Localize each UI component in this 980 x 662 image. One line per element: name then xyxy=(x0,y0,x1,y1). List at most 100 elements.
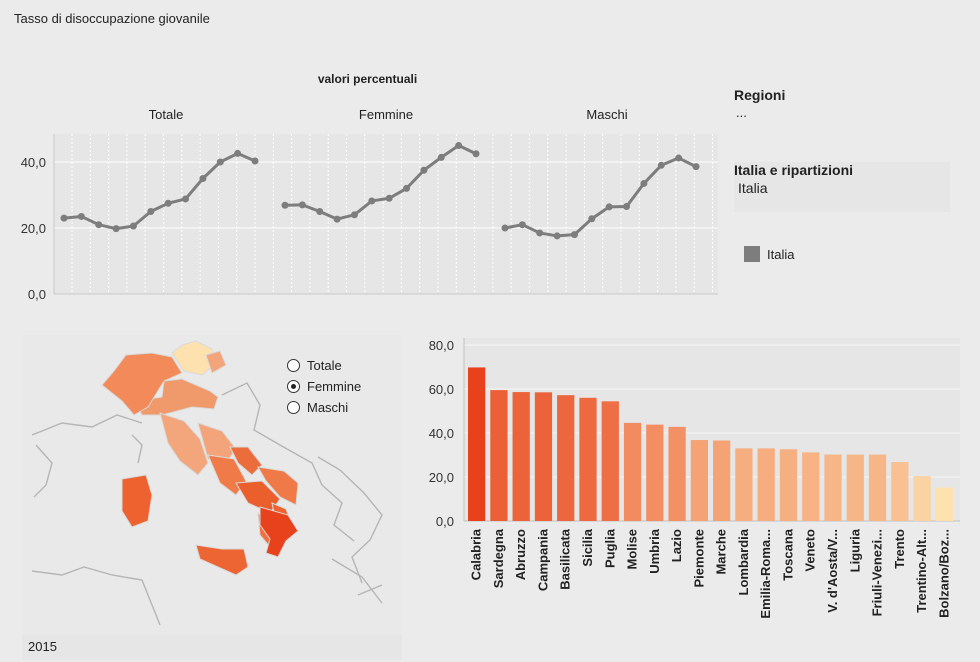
line-chart-grid xyxy=(54,134,718,295)
legend: Italia xyxy=(744,246,794,262)
bar xyxy=(713,440,731,521)
page-title: Tasso di disoccupazione giovanile xyxy=(14,11,210,26)
bar-category-label: Piemonte xyxy=(691,529,706,588)
regioni-filter-title: Regioni xyxy=(734,87,786,103)
line-point xyxy=(147,208,155,215)
line-chart-title: valori percentuali xyxy=(317,72,418,86)
line-point xyxy=(657,161,665,169)
line-point xyxy=(77,212,85,220)
bar-category-label: Sardegna xyxy=(491,528,506,588)
line-point xyxy=(437,153,445,161)
bar xyxy=(913,476,931,521)
radio-label-maschi: Maschi xyxy=(307,400,349,415)
line-point xyxy=(316,208,324,215)
bar-chart-labels: Calabria Sardegna Abruzzo Campania Basilicat… xyxy=(469,528,952,618)
radio-label-totale: Totale xyxy=(307,358,342,373)
line-point xyxy=(251,157,259,165)
radio-totale[interactable]: Totale xyxy=(287,355,361,376)
bar-category-label: Marche xyxy=(714,529,729,575)
line-point xyxy=(385,194,393,202)
line-point xyxy=(518,221,526,229)
bar xyxy=(623,422,642,521)
region-toscana xyxy=(159,412,209,476)
line-point xyxy=(216,158,224,166)
bar xyxy=(779,449,798,521)
year-selector[interactable]: 2015 xyxy=(22,634,402,660)
bar-category-label: Umbria xyxy=(647,528,662,574)
bar-category-label: Lombardia xyxy=(736,528,751,595)
bar-y-tick-label: 60,0 xyxy=(429,382,454,397)
region-north xyxy=(134,378,219,416)
radio-circle-icon[interactable] xyxy=(287,401,300,414)
line-point xyxy=(129,222,137,230)
region-lombardia-piemonte xyxy=(101,352,183,416)
line-point xyxy=(199,175,207,182)
region-sardegna xyxy=(121,474,153,528)
region-abruzzo xyxy=(229,446,263,476)
bar xyxy=(846,454,864,521)
ripartizioni-filter-value[interactable]: Italia xyxy=(738,180,768,196)
line-y-tick-label: 40,0 xyxy=(21,155,46,170)
bar-chart: 0,0 20,0 40,0 60,0 80,0 Calabria Sardegna Abru… xyxy=(429,338,960,619)
region-puglia xyxy=(257,466,299,506)
bar-y-tick-label: 20,0 xyxy=(429,470,454,485)
bar-category-label: Sicilia xyxy=(580,528,595,566)
line-point xyxy=(675,154,683,162)
line-plot-area xyxy=(54,134,718,294)
gender-radio-group[interactable]: Totale Femmine Maschi xyxy=(287,355,361,418)
line-point xyxy=(536,229,544,237)
line-point xyxy=(623,203,631,211)
bar xyxy=(690,440,708,521)
line-point xyxy=(350,211,358,219)
line-point xyxy=(640,179,648,187)
regioni-filter-value[interactable]: ... xyxy=(736,105,747,120)
region-sicilia xyxy=(195,544,249,576)
line-point xyxy=(60,214,68,222)
bar xyxy=(891,462,909,521)
bar xyxy=(579,397,597,521)
bar-y-tick-label: 0,0 xyxy=(436,514,454,529)
line-point xyxy=(570,231,578,239)
bar xyxy=(735,448,753,521)
radio-circle-icon[interactable] xyxy=(287,359,300,372)
bar-category-label: Trento xyxy=(892,529,907,569)
line-chart-series xyxy=(60,142,700,240)
bar-category-label: V. d'Aosta/V... xyxy=(825,529,840,613)
bar xyxy=(601,401,619,521)
line-point xyxy=(403,184,411,192)
bar xyxy=(557,395,575,521)
bar-category-label: Basilicata xyxy=(558,528,573,589)
line-point xyxy=(112,225,120,233)
panel-header-maschi: Maschi xyxy=(586,107,628,122)
italy-map[interactable] xyxy=(22,335,402,635)
line-point xyxy=(605,203,613,211)
bar xyxy=(802,452,820,521)
line-point xyxy=(164,199,172,207)
region-marche-umbria xyxy=(197,422,237,464)
line-point xyxy=(692,163,700,171)
bar xyxy=(668,426,686,521)
radio-femmine[interactable]: Femmine xyxy=(287,376,361,397)
bar-category-label: Veneto xyxy=(803,529,818,572)
bar xyxy=(512,392,530,521)
radio-checked-icon[interactable] xyxy=(287,380,300,393)
legend-swatch xyxy=(744,246,760,262)
year-label: 2015 xyxy=(28,639,57,654)
panel-header-totale: Totale xyxy=(148,107,184,122)
line-point xyxy=(553,232,561,240)
bar-category-label: Liguria xyxy=(847,528,862,572)
bar xyxy=(534,392,553,521)
line-chart-axis: 0,0 20,0 40,0 xyxy=(21,134,718,302)
bar-category-label: Calabria xyxy=(469,528,484,580)
line-point xyxy=(298,201,306,209)
region-calabria xyxy=(259,506,299,558)
line-y-tick-label: 0,0 xyxy=(28,287,46,302)
radio-maschi[interactable]: Maschi xyxy=(287,397,361,418)
bar xyxy=(868,454,887,521)
ripartizioni-filter[interactable]: Italia e ripartizioni Italia xyxy=(734,162,950,212)
bar-category-label: Bolzano/Boz... xyxy=(936,529,951,618)
ripartizioni-filter-title: Italia e ripartizioni xyxy=(734,162,854,178)
bar-category-label: Toscana xyxy=(780,528,795,581)
bar-category-label: Molise xyxy=(625,529,640,569)
regioni-filter[interactable]: Regioni ... xyxy=(734,87,954,120)
